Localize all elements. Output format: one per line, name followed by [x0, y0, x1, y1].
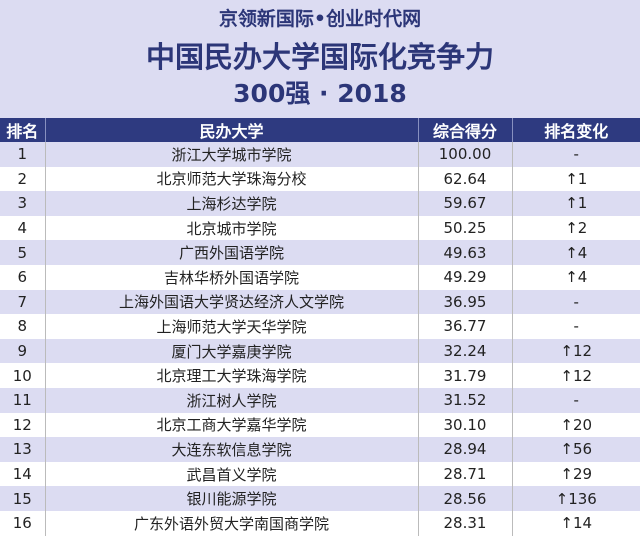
score-cell: 31.79 — [418, 363, 513, 388]
change-cell: ↑56 — [512, 437, 640, 462]
score-cell: 32.24 — [418, 338, 513, 364]
rank-cell: 10 — [0, 363, 46, 388]
score-cell: 59.67 — [418, 191, 513, 216]
table-row: 11 浙江树人学院 31.52- — [0, 387, 640, 413]
change-cell: - — [512, 142, 640, 167]
rank-cell: 8 — [0, 314, 46, 339]
change-cell: ↑4 — [565, 268, 588, 287]
change-cell: - — [573, 317, 579, 336]
university-cell: 大连东软信息学院 — [45, 437, 419, 462]
university-cell: 广西外国语学院 — [45, 240, 419, 265]
change-cell: ↑12 — [512, 338, 640, 364]
university-cell: 厦门大学嘉庚学院 — [45, 338, 419, 364]
score-cell: 28.31 — [418, 510, 513, 536]
university-cell: 北京城市学院 — [45, 215, 419, 241]
rank-cell: 9 — [0, 338, 46, 364]
score-cell: 100.00 — [418, 142, 513, 167]
score-cell: 50.25 — [418, 215, 513, 241]
table-row: 14 武昌首义学院 28.71 ↑29 — [0, 461, 640, 487]
score-cell: 49.29 — [418, 264, 513, 290]
banner: 京领新国际•创业时代网 中国民办大学国际化竞争力 300强 · 2018 — [0, 0, 640, 118]
rank-cell: 12 — [0, 412, 46, 438]
change-cell: ↑4 — [512, 240, 640, 265]
rank-cell: 14 — [0, 461, 46, 487]
university-cell: 武昌首义学院 — [45, 461, 419, 487]
score-cell: 30.10 — [418, 412, 513, 438]
score-cell: 28.71 — [418, 461, 513, 487]
university-cell: 银川能源学院 — [45, 486, 419, 511]
change-cell: ↑1 — [565, 169, 588, 188]
table-row: 5 广西外国语学院 49.63 ↑4 — [0, 240, 640, 265]
rank-cell: 4 — [0, 215, 46, 241]
university-cell: 广东外语外贸大学南国商学院 — [45, 510, 419, 536]
score-cell: 28.94 — [418, 437, 513, 462]
change-cell: ↑12 — [560, 366, 593, 385]
rank-cell: 1 — [0, 142, 46, 167]
rank-cell: 11 — [0, 387, 46, 413]
table-header: 排名 民办大学 综合得分 排名变化 — [0, 118, 640, 142]
table-row: 3 上海杉达学院 59.67 ↑1 — [0, 191, 640, 216]
score-cell: 28.56 — [418, 486, 513, 511]
ranking-table: 排名 民办大学 综合得分 排名变化 1 浙江大学城市学院 100.00-2 北京师范大… — [0, 118, 640, 536]
score-cell: 62.64 — [418, 166, 513, 192]
table-row: 8 上海师范大学天华学院 36.77 - — [0, 314, 640, 339]
col-change: 排名变化 — [512, 118, 640, 142]
rank-cell: 7 — [0, 289, 46, 315]
table-row: 7 上海外国语大学贤达经济人文学院 36.95- — [0, 289, 640, 315]
col-score: 综合得分 — [418, 118, 513, 142]
page-title: 中国民办大学国际化竞争力 — [145, 40, 494, 74]
rank-cell: 15 — [0, 486, 46, 511]
score-cell: 36.77 — [418, 314, 513, 339]
university-cell: 上海师范大学天华学院 — [45, 314, 419, 339]
score-cell: 49.63 — [418, 240, 513, 265]
change-cell: - — [512, 387, 640, 413]
score-cell: 36.95 — [418, 289, 513, 315]
university-cell: 北京师范大学珠海分校 — [45, 166, 419, 192]
university-cell: 上海杉达学院 — [45, 191, 419, 216]
col-rank: 排名 — [0, 118, 46, 142]
university-cell: 浙江树人学院 — [45, 387, 419, 413]
university-cell: 北京理工大学珠海学院 — [45, 363, 419, 388]
change-cell: - — [512, 289, 640, 315]
table-row: 2 北京师范大学珠海分校 62.64 ↑1 — [0, 166, 640, 192]
table-row: 12 北京工商大学嘉华学院 30.10 ↑20 — [0, 412, 640, 438]
table-row: 15 银川能源学院 28.56 ↑136 — [0, 486, 640, 511]
change-cell: ↑1 — [512, 191, 640, 216]
rank-cell: 13 — [0, 437, 46, 462]
change-cell: ↑2 — [565, 219, 588, 238]
col-university: 民办大学 — [45, 118, 419, 142]
table-row: 4 北京城市学院 50.25 ↑2 — [0, 215, 640, 241]
change-cell: ↑136 — [512, 486, 640, 511]
rank-cell: 6 — [0, 264, 46, 290]
table-row: 6 吉林华桥外国语学院 49.29 ↑4 — [0, 264, 640, 290]
change-cell: ↑14 — [560, 514, 593, 533]
page-subtitle: 300强 · 2018 — [233, 79, 407, 108]
change-cell: ↑20 — [560, 415, 593, 434]
score-cell: 31.52 — [418, 387, 513, 413]
table-row: 16 广东外语外贸大学南国商学院 28.31 ↑14 — [0, 510, 640, 536]
table-row: 9 厦门大学嘉庚学院 32.24 ↑12 — [0, 338, 640, 364]
site-name: 京领新国际•创业时代网 — [218, 8, 422, 30]
university-cell: 浙江大学城市学院 — [45, 142, 419, 167]
table-row: 1 浙江大学城市学院 100.00- — [0, 142, 640, 167]
university-cell: 上海外国语大学贤达经济人文学院 — [45, 289, 419, 315]
table-row: 13 大连东软信息学院 28.94 ↑56 — [0, 437, 640, 462]
rank-cell: 2 — [0, 166, 46, 192]
rank-cell: 16 — [0, 510, 46, 536]
rank-cell: 3 — [0, 191, 46, 216]
university-cell: 北京工商大学嘉华学院 — [45, 412, 419, 438]
university-cell: 吉林华桥外国语学院 — [45, 264, 419, 290]
table-row: 10 北京理工大学珠海学院 31.79 ↑12 — [0, 363, 640, 388]
change-cell: ↑29 — [560, 465, 593, 484]
rank-cell: 5 — [0, 240, 46, 265]
